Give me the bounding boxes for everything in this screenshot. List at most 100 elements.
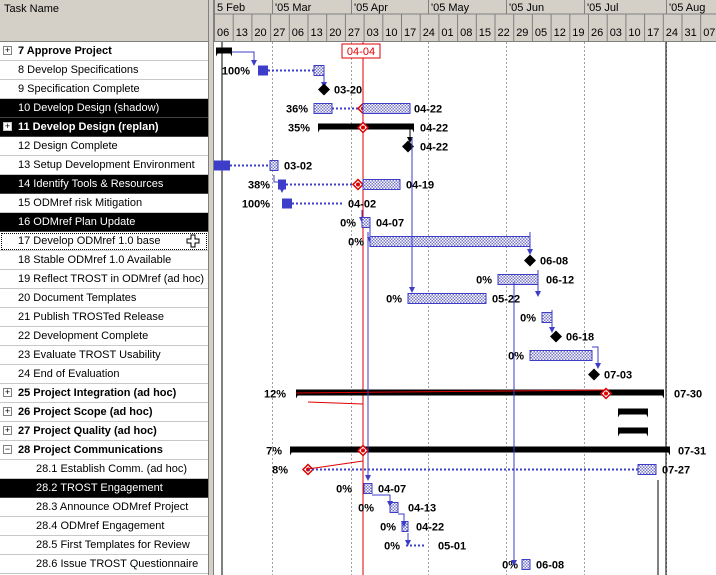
- percent-complete-label: 0%: [348, 237, 364, 249]
- expand-icon[interactable]: +: [3, 387, 12, 397]
- gantt-bar-trost-engagement[interactable]: [363, 483, 373, 494]
- gantt-bar-setup-env-end[interactable]: [269, 160, 279, 171]
- task-row[interactable]: +25 Project Integration (ad hoc): [0, 384, 208, 403]
- task-row[interactable]: 15 ODMref risk Mitigation: [0, 194, 208, 213]
- gantt-summary-bar-approve-project[interactable]: [216, 47, 232, 54]
- day-label: 06: [217, 27, 229, 39]
- gantt-bar-develop-odmref-base[interactable]: [369, 236, 531, 247]
- task-row[interactable]: 9 Specification Complete: [0, 80, 208, 99]
- gantt-bar-reflect-trost[interactable]: [497, 274, 539, 285]
- expand-icon[interactable]: +: [3, 45, 12, 55]
- task-name: 9 Specification Complete: [18, 83, 140, 95]
- summary-cap-right: [659, 389, 664, 399]
- task-row[interactable]: +11 Develop Design (replan): [0, 118, 208, 137]
- gantt-summary-bar-project-communications[interactable]: [290, 446, 670, 453]
- task-row[interactable]: 14 Identify Tools & Resources: [0, 175, 208, 194]
- summary-cap-left: [290, 446, 295, 456]
- progress-point-dot: [356, 182, 360, 187]
- gantt-bar-establish-comm[interactable]: [637, 464, 657, 475]
- gantt-bar-design-shadow-done[interactable]: [313, 103, 333, 114]
- gantt-bar-issue-questionnaire[interactable]: [521, 559, 531, 570]
- gantt-bar-announce-odmref[interactable]: [389, 502, 399, 513]
- task-row[interactable]: 28.2 TROST Engagement: [0, 479, 208, 498]
- pane-splitter[interactable]: [208, 0, 214, 575]
- task-row[interactable]: 10 Develop Design (shadow): [0, 99, 208, 118]
- task-row[interactable]: 28.1 Establish Comm. (ad hoc): [0, 460, 208, 479]
- gantt-bar-setup-environment[interactable]: [214, 160, 230, 171]
- task-row[interactable]: 28.3 Announce ODMref Project: [0, 498, 208, 517]
- gantt-bar-design-shadow[interactable]: [362, 103, 411, 114]
- finish-date-label: 04-13: [408, 503, 436, 515]
- gantt-bar-risk-mitigation[interactable]: [282, 198, 292, 209]
- expand-icon[interactable]: +: [3, 121, 12, 131]
- task-row[interactable]: 24 End of Evaluation: [0, 365, 208, 384]
- day-label: 20: [254, 27, 266, 39]
- task-row[interactable]: 13 Setup Development Environment: [0, 156, 208, 175]
- dependency-link: [232, 51, 257, 66]
- gantt-bar-develop-specs-end[interactable]: [313, 65, 325, 76]
- task-name: 13 Setup Development Environment: [18, 159, 195, 171]
- gantt-milestone-dev-complete[interactable]: [550, 330, 562, 343]
- gantt-summary-bar-project-scope[interactable]: [618, 408, 648, 415]
- task-name-pane: Task Name +7 Approve Project 8 Develop Sp…: [0, 0, 208, 575]
- status-date-label: 04-04: [347, 46, 375, 58]
- gantt-bar-document-templates[interactable]: [407, 293, 487, 304]
- task-name: 23 Evaluate TROST Usability: [18, 349, 161, 361]
- task-row[interactable]: 19 Reflect TROST in ODMref (ad hoc): [0, 270, 208, 289]
- task-row[interactable]: 28.6 Issue TROST Questionnaire: [0, 555, 208, 574]
- day-label: 29: [516, 27, 528, 39]
- task-name-column-header[interactable]: Task Name: [0, 0, 208, 42]
- gantt-bar-odmref-engagement[interactable]: [401, 521, 409, 532]
- expand-icon[interactable]: +: [3, 406, 12, 416]
- task-row[interactable]: +26 Project Scope (ad hoc): [0, 403, 208, 422]
- gantt-bar-evaluate-usability[interactable]: [529, 350, 593, 361]
- gantt-summary-bar-project-quality[interactable]: [618, 427, 648, 434]
- task-row[interactable]: +7 Approve Project: [0, 42, 208, 61]
- gantt-bar-identify-tools-done[interactable]: [278, 179, 286, 190]
- day-label: 13: [311, 27, 323, 39]
- task-name: 28.2 TROST Engagement: [36, 482, 163, 494]
- task-row[interactable]: 22 Development Complete: [0, 327, 208, 346]
- task-row[interactable]: 21 Publish TROSTed Release: [0, 308, 208, 327]
- gantt-bar-publish-release[interactable]: [541, 312, 553, 323]
- task-row[interactable]: −28 Project Communications: [0, 441, 208, 460]
- percent-complete-label: 0%: [502, 560, 518, 572]
- task-row[interactable]: 28.4 ODMref Engagement: [0, 517, 208, 536]
- progress-line-segment: [295, 389, 607, 394]
- gantt-milestone-design-complete[interactable]: [402, 140, 414, 153]
- gantt-chart[interactable]: 5 Feb '05 Mar '05 Apr '05 May '05 Jun '05 Jul…: [214, 0, 716, 575]
- gantt-summary-bar-project-integration[interactable]: [296, 389, 664, 396]
- percent-complete-label: 12%: [264, 389, 286, 401]
- day-label: 08: [460, 27, 472, 39]
- task-row[interactable]: +27 Project Quality (ad hoc): [0, 422, 208, 441]
- day-label: 20: [329, 27, 341, 39]
- task-row[interactable]: 28.5 First Templates for Review: [0, 536, 208, 555]
- gantt-milestone-spec-complete[interactable]: [318, 83, 330, 96]
- finish-date-label: 03-02: [284, 161, 312, 173]
- percent-complete-label: 0%: [340, 218, 356, 230]
- gantt-bar-plan-update[interactable]: [361, 217, 371, 228]
- gantt-milestone-end-evaluation[interactable]: [588, 368, 600, 381]
- task-row[interactable]: 23 Evaluate TROST Usability: [0, 346, 208, 365]
- task-name-header-label: Task Name: [4, 3, 60, 15]
- gantt-bar-identify-tools[interactable]: [362, 179, 401, 190]
- expand-icon[interactable]: +: [3, 425, 12, 435]
- day-label: 17: [404, 27, 416, 39]
- day-label: 12: [554, 27, 566, 39]
- task-row[interactable]: 18 Stable ODMref 1.0 Available: [0, 251, 208, 270]
- gantt-canvas[interactable]: 5 Feb '05 Mar '05 Apr '05 May '05 Jun '05 Jul…: [214, 0, 716, 575]
- task-row[interactable]: 16 ODMref Plan Update: [0, 213, 208, 232]
- task-row[interactable]: 20 Document Templates: [0, 289, 208, 308]
- task-row[interactable]: 12 Design Complete: [0, 137, 208, 156]
- month-label: '05 Mar: [275, 2, 312, 14]
- gantt-bar-develop-specs[interactable]: [258, 65, 268, 76]
- task-name: 26 Project Scope (ad hoc): [18, 406, 153, 418]
- move-cursor-icon: [186, 234, 200, 248]
- task-row[interactable]: 8 Develop Specifications: [0, 61, 208, 80]
- month-label: '05 Aug: [669, 2, 705, 14]
- collapse-icon[interactable]: −: [3, 444, 12, 454]
- task-name: 20 Document Templates: [18, 292, 137, 304]
- gantt-milestone-stable-odmref[interactable]: [524, 254, 536, 267]
- task-row[interactable]: 17 Develop ODMref 1.0 base: [0, 232, 208, 251]
- percent-complete-label: 7%: [266, 446, 282, 458]
